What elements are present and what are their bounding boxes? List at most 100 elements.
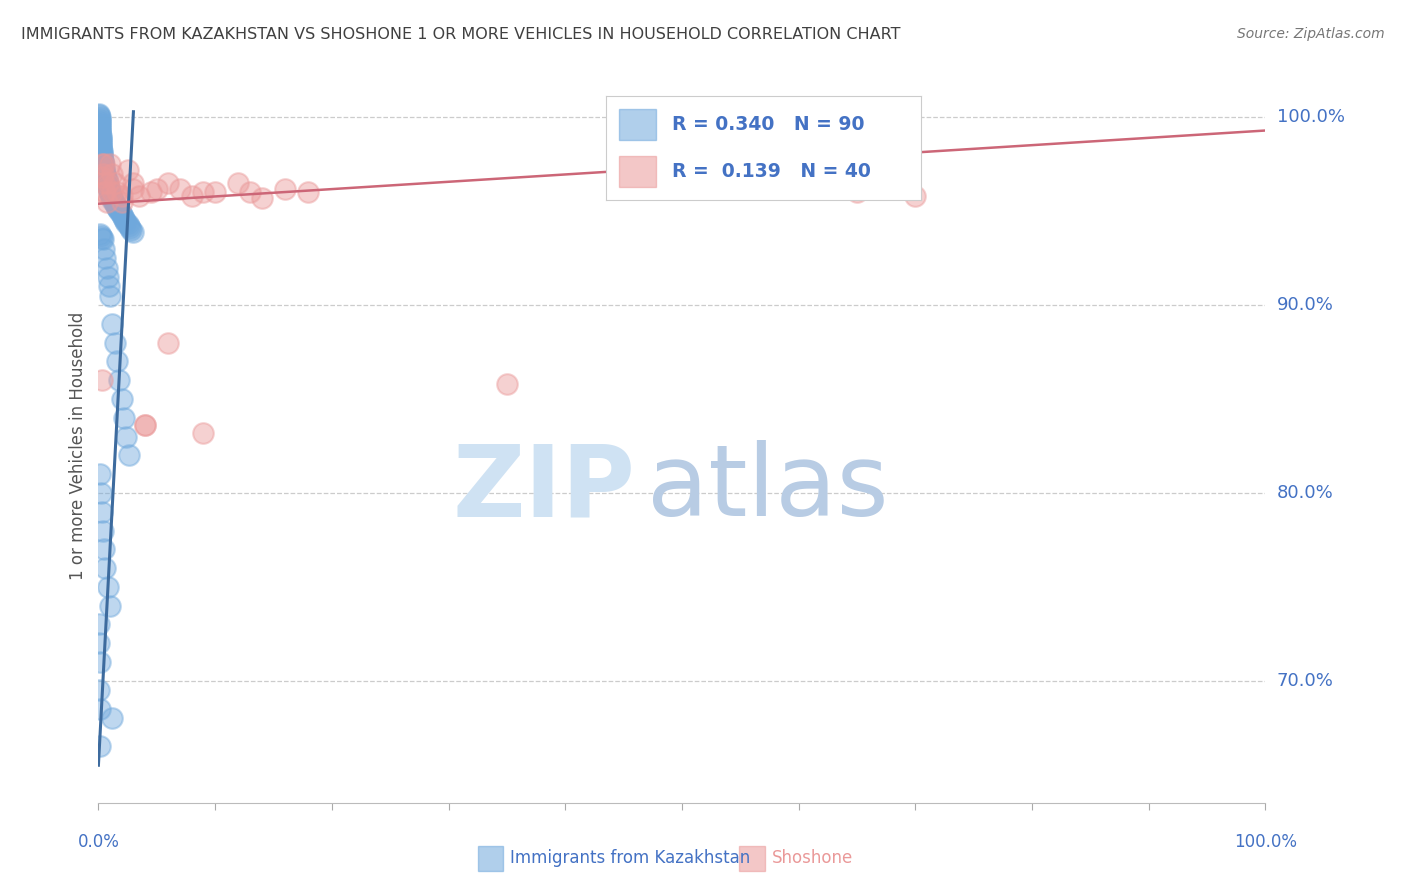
Point	[93, 163, 115, 178]
Text: 70.0%: 70.0%	[1277, 672, 1333, 690]
Text: Shoshone: Shoshone	[772, 849, 853, 867]
Point	[90, 136, 112, 151]
Point	[101, 317, 124, 331]
Point	[91, 232, 114, 246]
FancyBboxPatch shape	[478, 846, 503, 871]
Point	[193, 186, 215, 200]
Point	[89, 739, 111, 754]
Point	[104, 196, 127, 211]
Text: 90.0%: 90.0%	[1277, 296, 1333, 314]
Point	[91, 524, 114, 538]
Point	[146, 182, 169, 196]
Point	[89, 617, 111, 632]
Point	[96, 194, 118, 209]
Point	[90, 144, 112, 158]
Point	[90, 135, 112, 149]
Point	[105, 354, 128, 368]
Point	[107, 202, 129, 217]
Point	[204, 186, 226, 200]
Point	[180, 189, 202, 203]
Text: 0.0%: 0.0%	[77, 833, 120, 851]
Point	[115, 429, 138, 443]
Point	[112, 211, 135, 226]
Point	[93, 157, 115, 171]
Text: 100.0%: 100.0%	[1234, 833, 1296, 851]
Point	[98, 186, 121, 200]
Text: atlas: atlas	[647, 441, 889, 537]
Point	[93, 242, 115, 256]
Point	[104, 176, 127, 190]
Point	[104, 199, 127, 213]
Point	[118, 221, 141, 235]
Text: Source: ZipAtlas.com: Source: ZipAtlas.com	[1237, 27, 1385, 41]
Point	[90, 170, 112, 185]
Point	[101, 191, 124, 205]
Point	[117, 218, 139, 232]
Point	[112, 410, 135, 425]
Point	[297, 186, 319, 200]
Point	[97, 270, 120, 285]
Point	[90, 486, 112, 500]
Point	[250, 191, 273, 205]
Point	[97, 178, 120, 192]
Point	[89, 114, 111, 128]
Point	[94, 169, 117, 183]
Point	[89, 116, 111, 130]
Point	[101, 186, 124, 200]
Point	[101, 711, 124, 725]
Point	[89, 120, 111, 134]
Point	[139, 186, 162, 200]
Point	[111, 189, 134, 203]
Point	[115, 215, 138, 229]
Point	[97, 176, 120, 190]
Point	[89, 125, 111, 139]
Point	[94, 251, 117, 265]
Point	[495, 377, 517, 392]
Text: Immigrants from Kazakhstan: Immigrants from Kazakhstan	[510, 849, 751, 867]
Point	[104, 335, 127, 350]
Point	[108, 373, 131, 387]
Point	[89, 227, 111, 241]
Point	[91, 167, 114, 181]
Point	[98, 289, 121, 303]
Point	[89, 111, 111, 125]
Point	[90, 142, 112, 156]
Point	[89, 636, 111, 650]
Point	[157, 335, 180, 350]
Point	[89, 128, 111, 142]
Point	[97, 580, 120, 594]
Point	[100, 189, 122, 203]
Point	[89, 118, 111, 132]
Text: ZIP: ZIP	[453, 441, 636, 537]
Point	[122, 225, 145, 239]
Point	[96, 260, 118, 275]
FancyBboxPatch shape	[740, 846, 765, 871]
Point	[91, 155, 114, 169]
Point	[90, 228, 112, 243]
Point	[89, 106, 111, 120]
Point	[111, 210, 134, 224]
Point	[90, 133, 112, 147]
Point	[101, 193, 124, 207]
Point	[93, 161, 115, 175]
Point	[90, 505, 112, 519]
Point	[89, 108, 111, 122]
Point	[98, 599, 121, 613]
Point	[117, 163, 139, 178]
Point	[93, 165, 115, 179]
Point	[103, 194, 125, 209]
Point	[96, 176, 118, 190]
Point	[111, 392, 134, 406]
Point	[845, 186, 868, 200]
Point	[89, 655, 111, 669]
Point	[98, 157, 121, 171]
Point	[94, 170, 117, 185]
Point	[134, 418, 156, 433]
Point	[110, 206, 132, 220]
Point	[904, 189, 927, 203]
Point	[157, 176, 180, 190]
Point	[89, 683, 111, 698]
Point	[90, 157, 112, 171]
Text: IMMIGRANTS FROM KAZAKHSTAN VS SHOSHONE 1 OR MORE VEHICLES IN HOUSEHOLD CORRELATI: IMMIGRANTS FROM KAZAKHSTAN VS SHOSHONE 1…	[21, 27, 901, 42]
Point	[93, 186, 115, 200]
